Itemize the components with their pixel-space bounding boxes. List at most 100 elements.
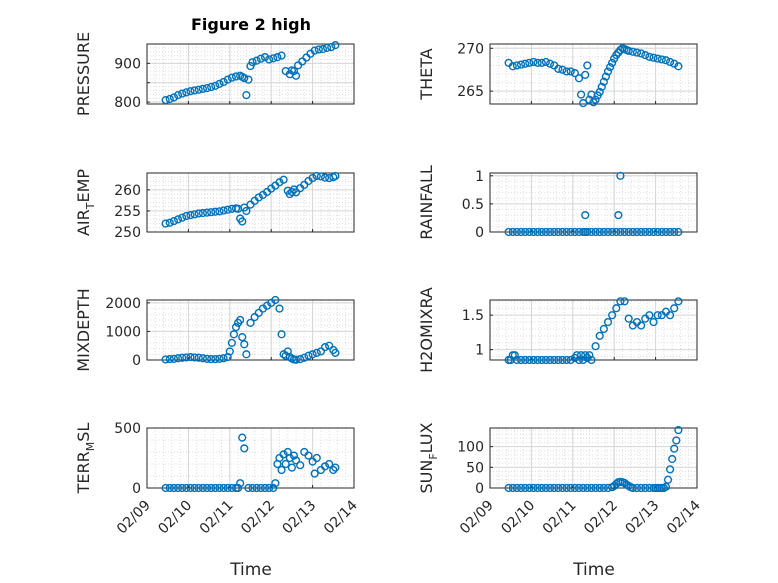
axes-box [489, 299, 698, 361]
data-point [674, 62, 683, 71]
data-point [587, 483, 596, 493]
data-point [186, 211, 195, 220]
data-point [248, 483, 257, 493]
data-point [265, 55, 274, 64]
data-point [229, 330, 239, 339]
data-point [595, 331, 604, 340]
data-point [248, 58, 257, 67]
data-point [661, 482, 671, 491]
data-point [291, 355, 301, 364]
data-point [608, 58, 617, 67]
data-point [310, 46, 319, 55]
data-point [512, 227, 522, 237]
data-point [238, 433, 247, 442]
data-point [312, 453, 321, 463]
data-point [252, 56, 261, 65]
data-point [670, 444, 679, 453]
data-point [182, 88, 191, 97]
data-point [624, 314, 633, 323]
data-point [207, 355, 216, 364]
data-point [599, 483, 608, 493]
data-point [554, 483, 563, 493]
data-point [227, 338, 236, 347]
data-point [637, 483, 646, 493]
data-point [178, 213, 187, 222]
data-point [674, 425, 683, 435]
data-point [271, 295, 280, 305]
data-point [657, 227, 666, 237]
data-point [624, 227, 633, 237]
data-point [254, 308, 263, 317]
data-point [550, 355, 559, 365]
data-point [641, 483, 650, 493]
y-tick-label: 265 [457, 84, 484, 100]
y-tick-label: 250 [114, 225, 141, 241]
data-point [312, 171, 321, 181]
y-tick-label: 800 [114, 95, 141, 111]
data-point [672, 436, 681, 445]
data-point [250, 313, 259, 322]
data-point [269, 54, 278, 63]
data-point [562, 483, 571, 493]
axes-box [489, 427, 698, 489]
y-tick-label: 255 [114, 204, 141, 220]
y-tick-label: 0 [132, 481, 141, 497]
y-axis-label: AIRTEMP [74, 169, 97, 236]
data-point [521, 483, 530, 493]
data-point [223, 483, 232, 493]
data-point [653, 54, 662, 63]
data-point [291, 456, 301, 465]
data-point [562, 355, 571, 365]
data-point [182, 353, 191, 362]
y-tick-label: 0 [475, 225, 484, 241]
data-point [277, 51, 286, 60]
data-point [637, 49, 646, 58]
y-tick-label: 0 [132, 353, 141, 369]
data-point [572, 351, 582, 360]
data-point [219, 354, 228, 363]
y-axis-label: PRESSURE [74, 32, 93, 116]
data-point [670, 59, 679, 68]
data-point [331, 463, 340, 472]
data-point [574, 483, 584, 493]
data-point [325, 459, 334, 469]
data-point [628, 47, 637, 56]
data-point [579, 355, 588, 365]
data-point [173, 215, 183, 224]
data-point [242, 206, 251, 216]
y-tick-label: 100 [457, 440, 484, 456]
data-point [161, 96, 170, 105]
y-tick-label: 1 [475, 169, 484, 185]
data-point [198, 84, 207, 94]
data-point [198, 208, 207, 218]
data-point [178, 483, 187, 493]
data-point [645, 227, 654, 237]
data-point [541, 57, 550, 67]
y-tick-label: 500 [114, 421, 141, 437]
data-point [541, 355, 550, 365]
data-point [316, 347, 325, 356]
data-point [661, 56, 671, 65]
data-point [554, 355, 563, 365]
data-point [190, 210, 199, 219]
data-point [277, 330, 286, 339]
data-point [231, 323, 241, 332]
data-point [161, 219, 170, 228]
data-point [657, 55, 666, 64]
data-point [256, 483, 265, 493]
x-tick-label: 02/14 [664, 497, 704, 537]
data-point [190, 86, 199, 95]
data-point [583, 61, 592, 70]
data-point [516, 227, 526, 237]
data-point [661, 227, 671, 237]
data-point [198, 483, 207, 493]
data-point [215, 483, 224, 493]
data-point [603, 227, 613, 237]
data-point [674, 227, 683, 237]
axes-box [489, 43, 698, 105]
data-point [304, 351, 313, 360]
data-point [645, 52, 654, 61]
data-point [663, 475, 673, 484]
data-point [238, 333, 247, 342]
